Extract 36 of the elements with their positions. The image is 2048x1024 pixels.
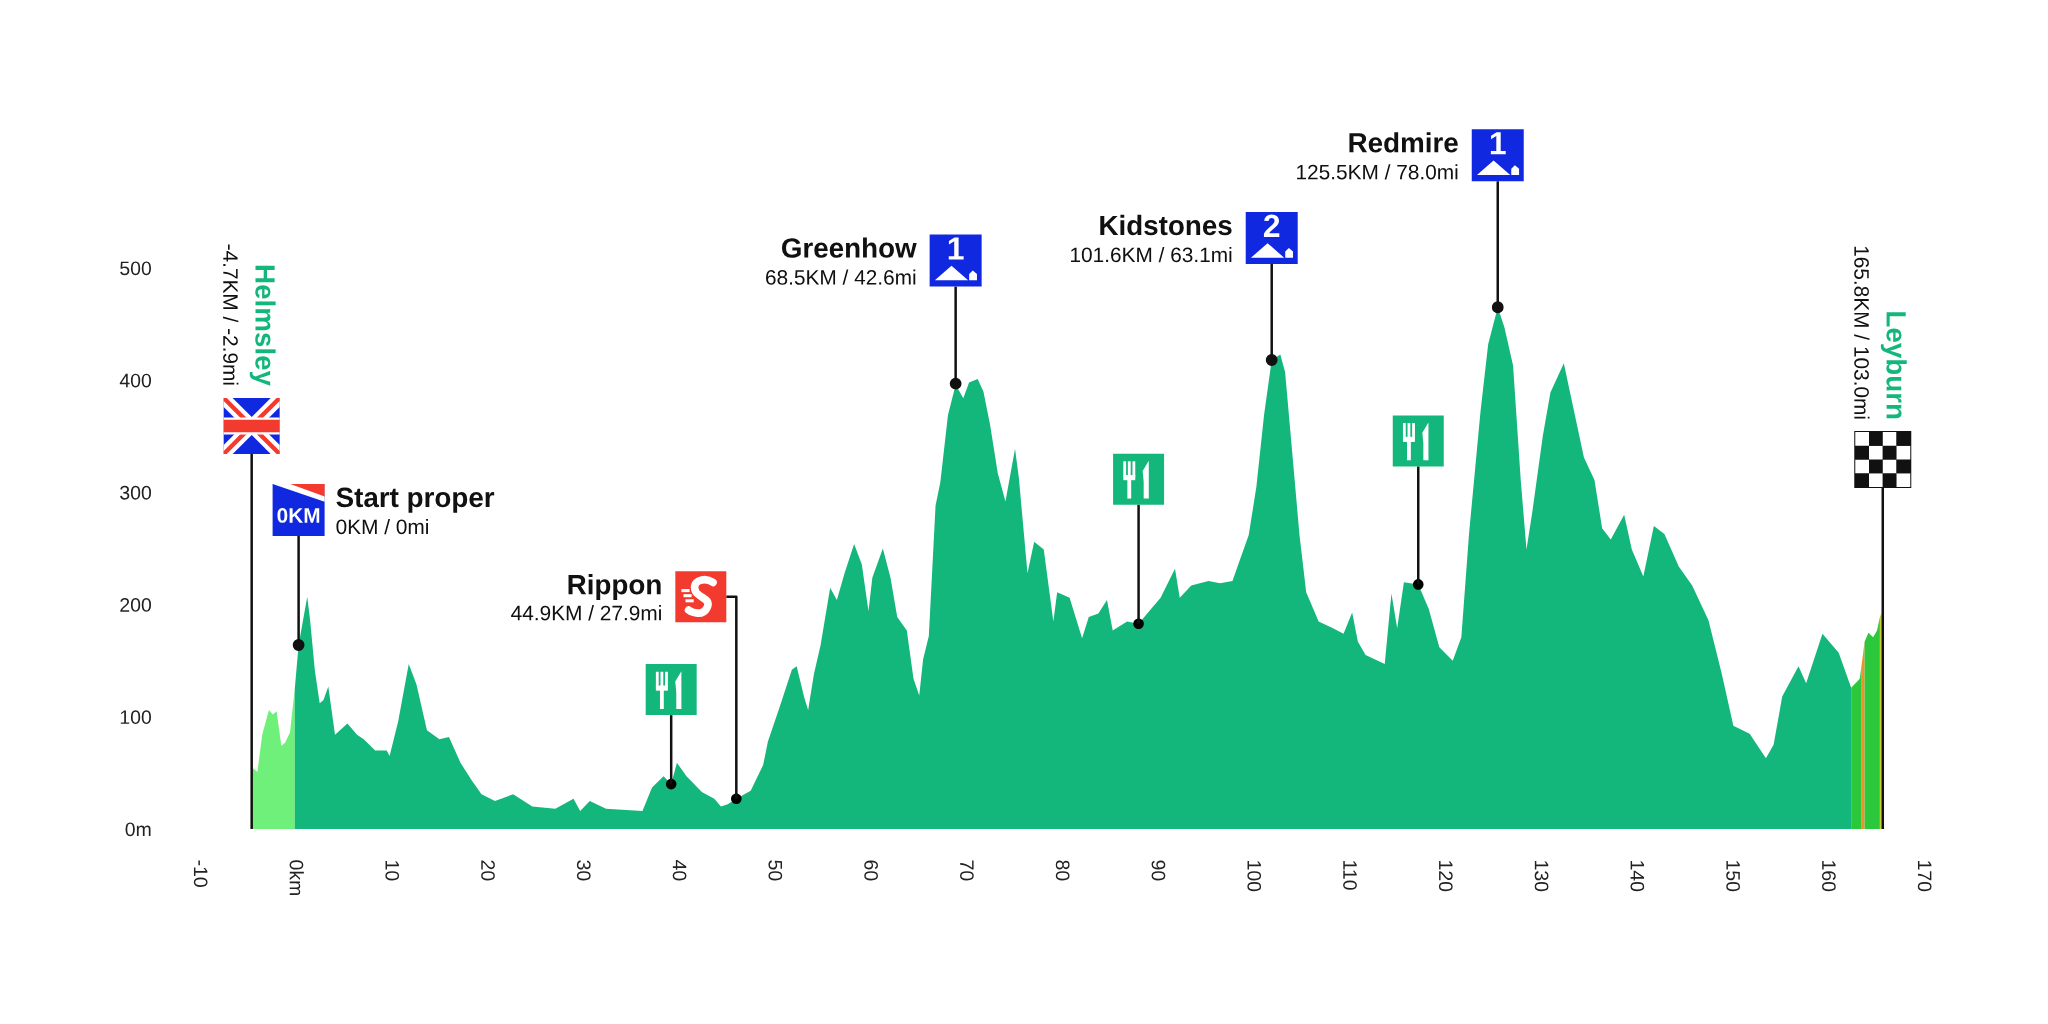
x-tick-label: 60	[864, 860, 878, 881]
annotation: 1	[1490, 132, 1506, 155]
x-tick-label: -10	[193, 860, 208, 887]
text: Kidstones 101.6KM / 63.1mi	[1071, 214, 1232, 263]
x-tick-label: 10	[385, 861, 400, 881]
x-tick-label: 0km	[289, 860, 304, 896]
x-tick-label: 160	[1822, 861, 1836, 892]
y-tick-label: 0m	[125, 822, 151, 837]
annotation: Greenhow 68.5KM / 42.6mi	[766, 237, 917, 285]
annotation: Rippon 44.9KM / 27.9mi	[511, 574, 661, 621]
x-tick-label: 50	[768, 860, 783, 881]
x-tick-label: 90	[1151, 860, 1166, 881]
ref-line-label: Leyburn 165.8KM / 103.0mi	[1854, 246, 1907, 419]
x-tick-label: 130	[1534, 861, 1549, 892]
x-tick-label: 70	[960, 860, 974, 881]
annotation: 2	[1263, 214, 1280, 237]
x-tick-label: 80	[1055, 860, 1070, 881]
x-tick-label: 40	[672, 860, 687, 881]
y-tick-label: 400	[119, 373, 152, 388]
x-tick-label: 30	[576, 860, 591, 881]
x-tick-label: 110	[1343, 861, 1357, 890]
text: Redmire 125.5KM / 78.0mi	[1297, 132, 1458, 180]
x-tick-label: 100	[1247, 861, 1262, 892]
y-tick-label: 500	[120, 261, 152, 276]
annotation: 0KM	[277, 508, 320, 523]
x-tick-label: 150	[1726, 861, 1740, 892]
x-tick-label: 20	[481, 860, 495, 881]
y-tick-label: 300	[120, 485, 152, 500]
y-tick-label: 200	[120, 598, 152, 612]
annotation: 1	[948, 237, 964, 260]
x-tick-label: 140	[1630, 861, 1645, 892]
y-tick-label: 100	[120, 710, 152, 725]
annotation: Start proper 0KM / 0mi	[336, 487, 495, 535]
ref-line-label: Helmsley -4.7KM / -2.9mi	[223, 244, 276, 386]
x-tick-label: 170	[1917, 861, 1932, 892]
x-tick-label: 120	[1438, 861, 1453, 892]
